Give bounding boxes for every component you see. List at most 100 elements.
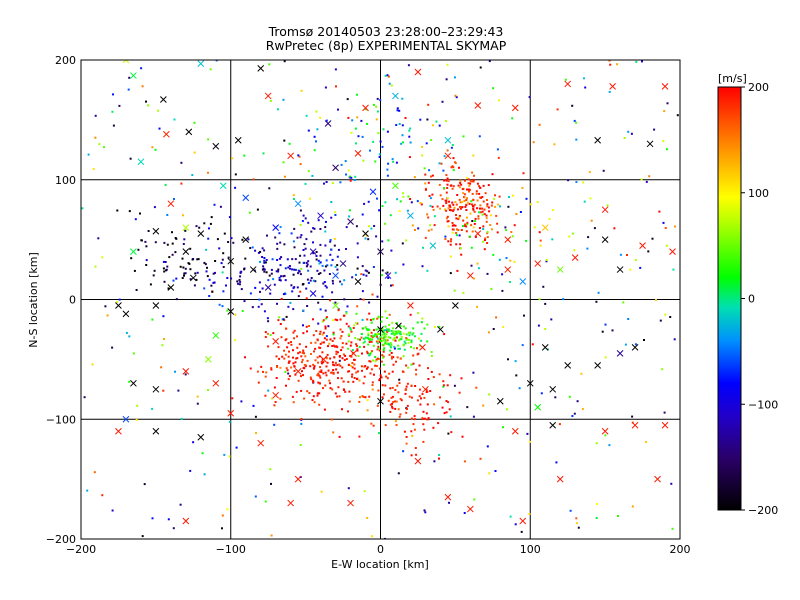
data-point bbox=[419, 403, 422, 406]
data-point bbox=[447, 225, 450, 228]
data-point bbox=[387, 329, 390, 332]
data-point bbox=[410, 396, 413, 399]
data-point-x-marker bbox=[564, 80, 572, 88]
data-point bbox=[321, 264, 324, 267]
data-point bbox=[205, 270, 208, 273]
data-point bbox=[440, 162, 443, 165]
data-point bbox=[397, 391, 400, 394]
data-point bbox=[666, 102, 669, 105]
data-point bbox=[396, 322, 398, 325]
data-point bbox=[330, 418, 333, 421]
data-point-x-marker bbox=[511, 104, 519, 112]
data-point bbox=[314, 347, 317, 350]
data-point-x-marker bbox=[556, 266, 564, 273]
data-point bbox=[182, 214, 184, 217]
data-point bbox=[319, 228, 322, 230]
data-point bbox=[441, 198, 444, 201]
data-point bbox=[282, 318, 285, 321]
data-point bbox=[442, 385, 445, 388]
data-point bbox=[323, 337, 326, 340]
data-point bbox=[344, 160, 347, 163]
data-point bbox=[324, 86, 327, 89]
data-point bbox=[226, 277, 229, 279]
data-point bbox=[526, 432, 529, 435]
data-point bbox=[596, 503, 599, 505]
data-point bbox=[288, 360, 291, 363]
data-point bbox=[469, 182, 472, 185]
data-point bbox=[410, 417, 413, 420]
data-point bbox=[393, 347, 396, 350]
data-point bbox=[395, 424, 398, 426]
data-point bbox=[438, 162, 441, 165]
data-point bbox=[239, 280, 242, 283]
data-point bbox=[470, 200, 473, 203]
data-point bbox=[278, 232, 281, 235]
data-point bbox=[381, 343, 384, 346]
data-point bbox=[212, 272, 215, 275]
data-point bbox=[400, 399, 403, 402]
data-point bbox=[405, 385, 408, 388]
data-point bbox=[629, 268, 632, 271]
data-point bbox=[241, 310, 244, 312]
data-point bbox=[230, 237, 233, 240]
data-point bbox=[575, 517, 578, 520]
data-point bbox=[467, 188, 470, 191]
data-point bbox=[370, 340, 373, 343]
data-point bbox=[365, 234, 368, 237]
data-point bbox=[374, 364, 377, 367]
data-point bbox=[392, 356, 395, 359]
data-point bbox=[422, 440, 425, 443]
data-point bbox=[377, 315, 380, 318]
data-point bbox=[479, 227, 481, 229]
data-point bbox=[221, 305, 224, 308]
data-point bbox=[355, 343, 358, 346]
data-point bbox=[313, 350, 315, 353]
data-point bbox=[324, 226, 327, 229]
data-point bbox=[364, 336, 367, 339]
data-point bbox=[451, 231, 454, 234]
data-point-x-marker bbox=[631, 344, 639, 351]
data-point bbox=[316, 339, 319, 342]
data-point bbox=[348, 390, 351, 393]
data-point bbox=[376, 348, 379, 351]
data-point bbox=[429, 204, 432, 207]
data-point-x-marker bbox=[137, 158, 145, 166]
data-point bbox=[316, 394, 319, 397]
data-point-x-marker bbox=[444, 493, 452, 501]
data-point bbox=[423, 327, 426, 330]
data-point bbox=[407, 195, 410, 198]
data-point bbox=[321, 295, 324, 298]
data-point bbox=[451, 201, 454, 204]
data-point bbox=[294, 361, 297, 364]
data-point bbox=[369, 351, 372, 354]
data-point bbox=[293, 246, 296, 249]
data-point bbox=[306, 263, 309, 266]
data-point bbox=[479, 204, 482, 207]
data-point bbox=[198, 226, 201, 229]
data-point bbox=[345, 322, 348, 325]
data-point bbox=[507, 205, 510, 208]
data-point bbox=[326, 353, 329, 356]
data-point bbox=[369, 372, 372, 375]
data-point bbox=[318, 370, 321, 373]
data-point-x-marker bbox=[212, 332, 220, 339]
data-point bbox=[299, 209, 302, 212]
data-point bbox=[389, 214, 392, 217]
data-point bbox=[405, 442, 408, 445]
data-point-x-marker bbox=[264, 92, 272, 100]
data-point-x-marker bbox=[294, 367, 302, 375]
data-point bbox=[444, 199, 447, 202]
data-point bbox=[395, 161, 398, 164]
data-point bbox=[291, 268, 294, 271]
data-point bbox=[151, 146, 154, 149]
data-point bbox=[287, 342, 290, 345]
data-point bbox=[446, 215, 449, 218]
data-point bbox=[609, 63, 612, 66]
data-point bbox=[521, 344, 524, 347]
data-point bbox=[356, 93, 358, 96]
data-point bbox=[273, 283, 276, 286]
data-point bbox=[152, 274, 155, 277]
data-point bbox=[411, 333, 414, 336]
data-point bbox=[470, 246, 473, 249]
data-point bbox=[264, 375, 267, 378]
